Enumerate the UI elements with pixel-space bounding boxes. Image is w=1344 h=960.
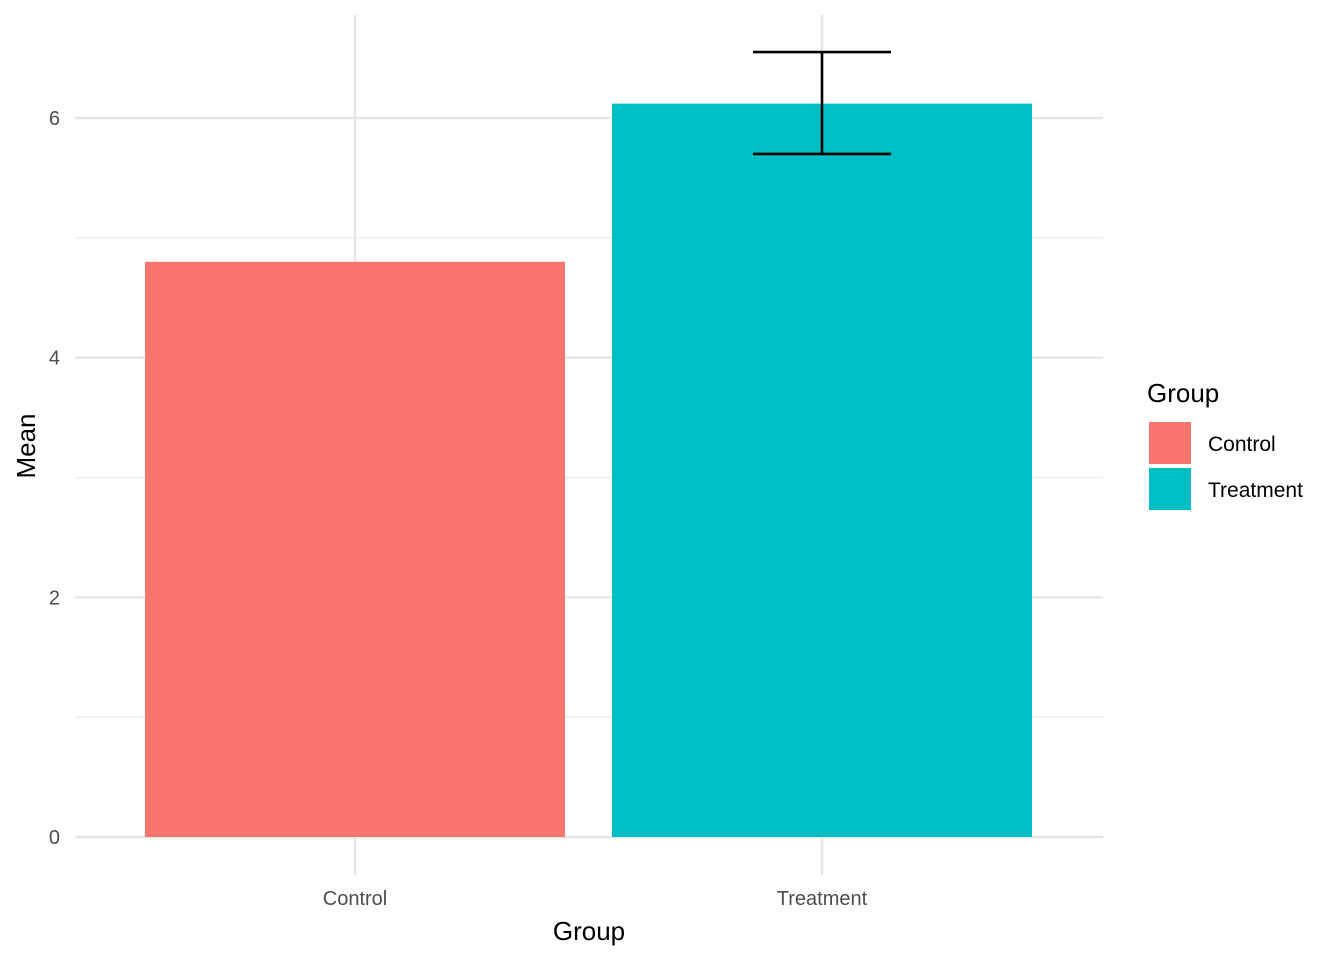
legend-items: Control Treatment [1149, 422, 1303, 510]
bar-control [145, 261, 565, 837]
x-axis-ticks: Control Treatment [323, 888, 868, 910]
legend-swatch-treatment [1149, 468, 1191, 510]
y-tick-label: 6 [49, 108, 60, 130]
x-axis-title: Group [553, 916, 625, 946]
legend-title: Group [1147, 378, 1219, 408]
legend: Group Control Treatment [1147, 378, 1303, 510]
legend-label-control: Control [1208, 433, 1276, 456]
y-tick-label: 0 [49, 827, 60, 849]
y-tick-label: 2 [49, 587, 60, 609]
y-axis-title: Mean [11, 413, 41, 478]
x-tick-label: Control [323, 888, 387, 910]
y-axis-ticks: 0 2 4 6 [49, 108, 60, 849]
error-bars [753, 50, 891, 156]
bar-treatment [612, 103, 1032, 838]
legend-swatch-control [1149, 422, 1191, 464]
legend-label-treatment: Treatment [1208, 479, 1303, 502]
x-tick-label: Treatment [777, 888, 868, 910]
y-tick-label: 4 [49, 348, 60, 370]
bars [145, 103, 1032, 838]
